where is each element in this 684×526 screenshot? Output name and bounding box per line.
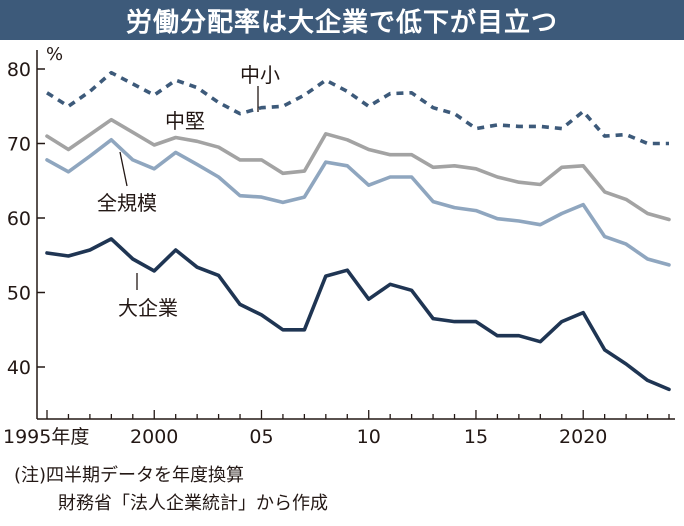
x-tick-label-2010: 10 [357, 426, 381, 448]
y-unit-label: % [46, 44, 63, 65]
x-tick-label-2005: 05 [249, 426, 273, 448]
series-label-0: 中小 [240, 63, 280, 87]
y-tick-label-40: 40 [7, 357, 31, 379]
series-line-1 [45, 117, 671, 222]
y-tick-label-50: 50 [7, 283, 31, 305]
series-label-leader-2 [119, 151, 128, 187]
series-line-3 [45, 237, 671, 392]
line-chart: % 40 50 60 70 80 1995年度 2000 05 10 15 2020 中小中堅全規模大… [3, 44, 675, 448]
y-tick-label-60: 60 [7, 208, 31, 230]
chart-axes: % 40 50 60 70 80 1995年度 2000 05 10 15 2020 [3, 44, 675, 448]
x-tick-label-2020: 2020 [559, 426, 607, 448]
x-tick-label-2000: 2000 [130, 426, 178, 448]
y-tick-label-70: 70 [7, 134, 31, 156]
y-tick-label-80: 80 [7, 59, 31, 81]
series-label-3: 大企業 [118, 296, 178, 320]
series-label-2: 全規模 [97, 191, 157, 215]
chart-series [45, 70, 671, 392]
chart-title: 労働分配率は大企業で低下が目立つ [0, 0, 684, 40]
footnote-source: 財務省「法人企業統計」から作成 [58, 493, 328, 514]
x-tick-label-2015: 15 [464, 426, 488, 448]
series-label-1: 中堅 [165, 109, 205, 133]
series-line-0 [46, 70, 669, 146]
x-tick-label-1995: 1995年度 [3, 426, 89, 448]
footnote-quarterly: (注)四半期データを年度換算 [14, 465, 245, 486]
series-line-2 [45, 138, 671, 267]
